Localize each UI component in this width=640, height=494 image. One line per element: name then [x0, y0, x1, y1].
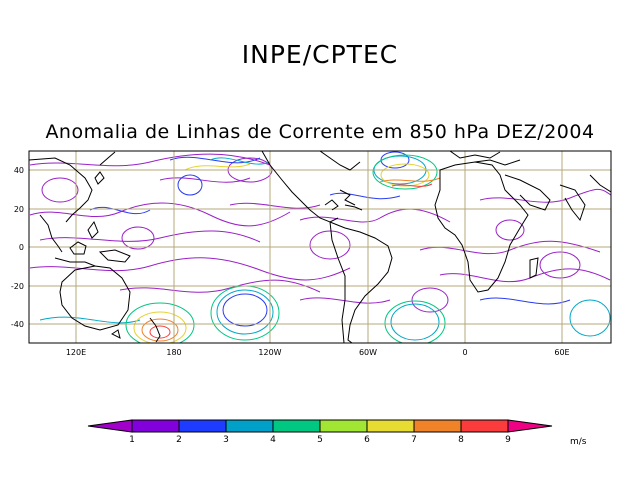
colorbar-label: 4 — [270, 435, 276, 445]
colorbar-label: 6 — [364, 435, 370, 445]
organization-title: INPE/CPTEC — [241, 40, 399, 69]
colorbar-label: 2 — [176, 435, 182, 445]
graticule — [29, 151, 611, 343]
lon-tick-label: 60W — [359, 348, 377, 357]
colorbar-label: 1 — [129, 435, 135, 445]
colorbar: 1 2 3 4 5 6 7 8 9 — [87, 419, 553, 445]
lat-tick-label: 20 — [14, 205, 24, 214]
colorbar-bin — [225, 419, 274, 433]
colorbar-unit: m/s — [570, 437, 587, 447]
colorbar-bin — [366, 419, 415, 433]
colorbar-bin — [507, 419, 553, 433]
colorbar-label: 7 — [411, 435, 417, 445]
lon-tick-label: 180 — [166, 348, 181, 357]
streamlines — [29, 151, 611, 343]
lon-tick-label: 120E — [66, 348, 86, 357]
colorbar-label: 9 — [505, 435, 511, 445]
colorbar-label: 5 — [317, 435, 323, 445]
colorbar-label: 3 — [223, 435, 229, 445]
colorbar-bin — [131, 419, 180, 433]
lat-tick-label: -20 — [11, 282, 24, 291]
colorbar-label: 8 — [458, 435, 464, 445]
colorbar-bin — [319, 419, 368, 433]
map-title: Anomalia de Linhas de Corrente em 850 hP… — [45, 121, 595, 143]
colorbar-bin — [460, 419, 509, 433]
coastlines — [29, 151, 611, 343]
lon-tick-label: 60E — [554, 348, 569, 357]
map-frame — [28, 150, 612, 344]
lon-axis: 120E 180 120W 60W 0 60E — [66, 348, 570, 357]
lat-axis: 40 20 0 -20 -40 — [11, 166, 24, 329]
lon-tick-label: 0 — [462, 348, 467, 357]
lat-tick-label: 0 — [19, 243, 24, 252]
lat-tick-label: -40 — [11, 320, 24, 329]
colorbar-bin — [413, 419, 462, 433]
lon-tick-label: 120W — [258, 348, 281, 357]
colorbar-bin — [87, 419, 133, 433]
colorbar-bin — [272, 419, 321, 433]
colorbar-bin — [178, 419, 227, 433]
lat-tick-label: 40 — [14, 166, 24, 175]
